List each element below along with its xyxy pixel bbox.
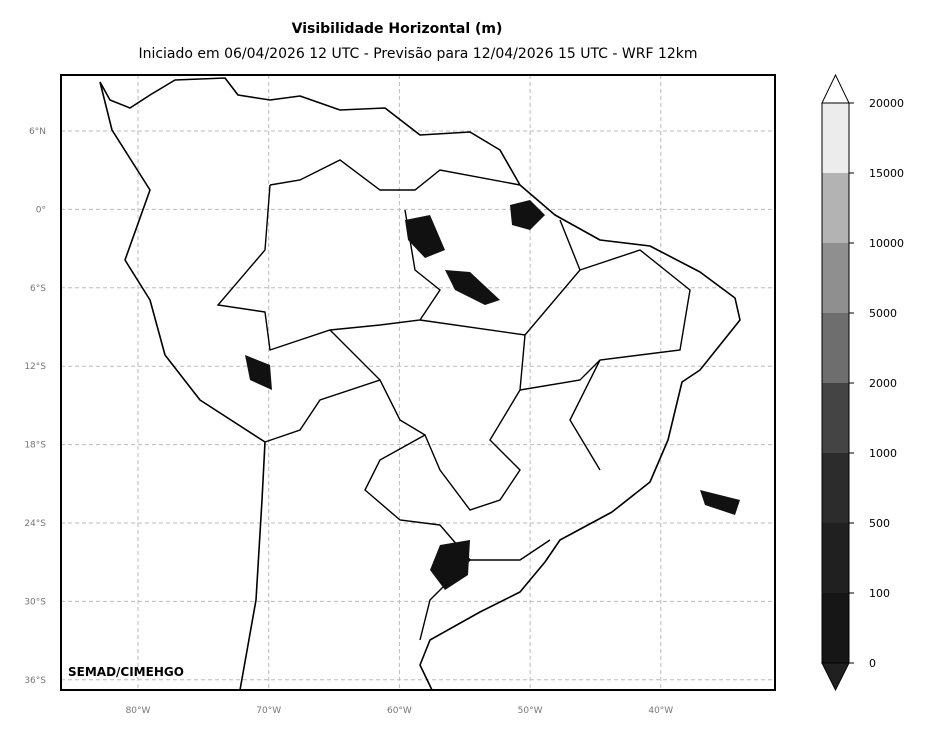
colorbar-label: 15000 [869,167,904,180]
lat-label: 0° [36,205,46,215]
title: Visibilidade Horizontal (m) [292,21,503,37]
colorbar-label: 10000 [869,237,904,250]
lon-label: 70°W [256,706,281,716]
lat-label: 24°S [24,519,46,529]
lat-label: 12°S [24,362,46,372]
colorbar-box [822,453,849,523]
lat-label: 36°S [24,676,46,686]
lat-label: 6°S [30,284,46,294]
colorbar-box [822,173,849,243]
colorbar-label: 100 [869,587,890,600]
colorbar-box [822,313,849,383]
colorbar-extend-max [821,73,850,104]
lat-label: 18°S [24,441,46,451]
map-frame [60,74,776,691]
coastline [99,77,741,691]
colorbar-extend-min [821,662,850,692]
graticule [61,75,775,690]
colorbar-label: 0 [869,657,876,670]
colorbar-box [822,383,849,453]
colorbar-box [822,593,849,663]
colorbar-label: 2000 [869,377,897,390]
lat-label: 6°N [29,127,46,137]
colorbar: 0 100 500 1000 2000 5000 10000 15000 20000 [821,73,904,692]
colorbar-label: 1000 [869,447,897,460]
borders [216,159,691,641]
colorbar-box [822,523,849,593]
coastline-west [99,81,266,691]
lat-label: 30°S [24,597,46,607]
low-visibility-area [245,200,740,590]
colorbar-label: 5000 [869,307,897,320]
map [99,77,741,691]
credit: SEMAD/CIMEHGO [68,665,184,679]
colorbar-box [822,103,849,173]
colorbar-label: 500 [869,517,890,530]
lon-label: 40°W [648,706,673,716]
lon-label: 60°W [387,706,412,716]
colorbar-label: 20000 [869,97,904,110]
subtitle: Iniciado em 06/04/2026 12 UTC - Previsão… [138,46,697,62]
lon-label: 80°W [126,706,151,716]
lon-label: 50°W [518,706,543,716]
colorbar-box [822,243,849,313]
